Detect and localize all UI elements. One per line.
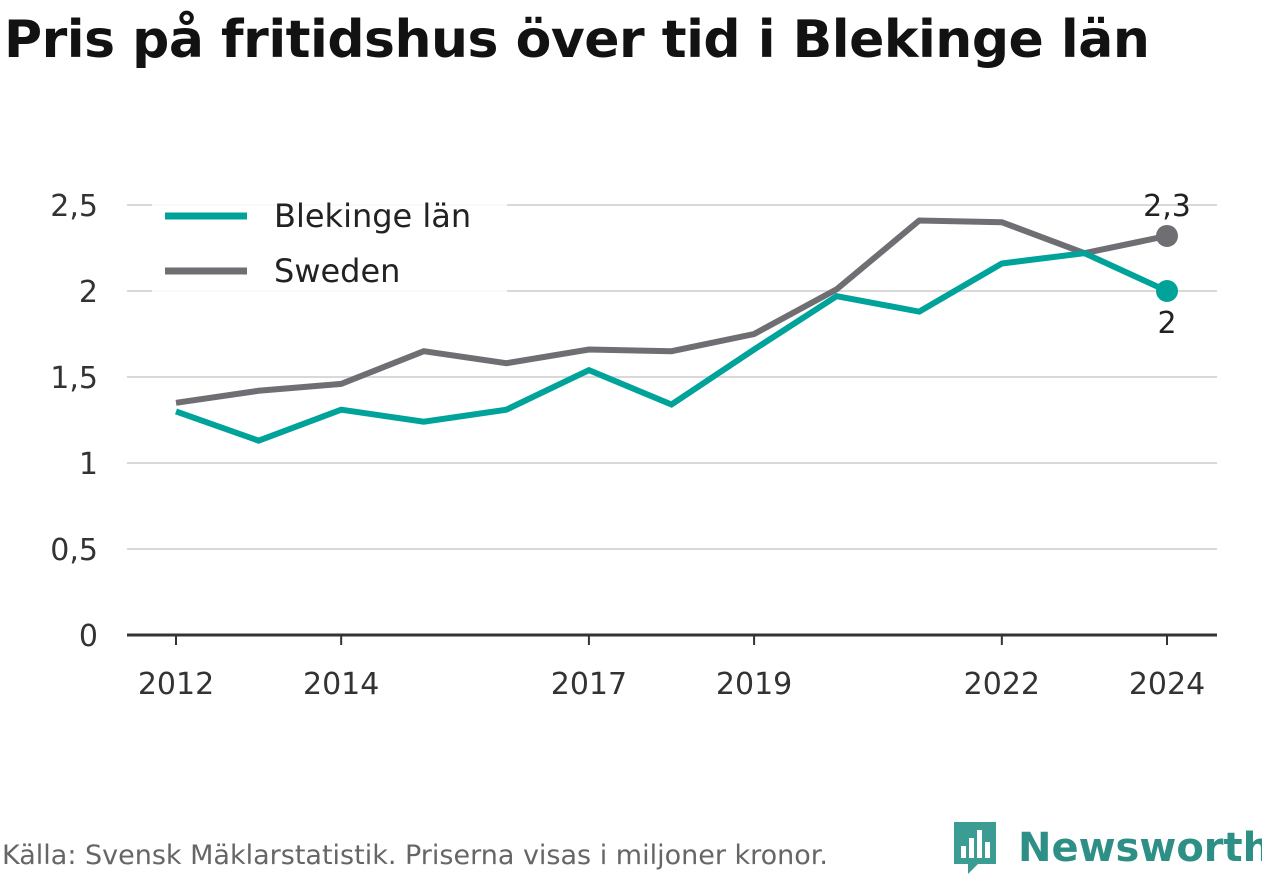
legend: Blekinge län Sweden bbox=[152, 186, 507, 299]
series-end-point-1 bbox=[1156, 224, 1178, 247]
x-tick-label: 2017 bbox=[551, 667, 627, 702]
chart-title: Pris på fritidshus över tid i Blekinge l… bbox=[4, 10, 1150, 70]
y-axis: 0 0,5 1 1,5 2 2,5 bbox=[50, 189, 98, 654]
series-end-point-0 bbox=[1156, 280, 1178, 302]
end-value-label-0: 2 bbox=[1157, 306, 1176, 341]
y-tick-label: 2,5 bbox=[50, 189, 98, 224]
brand-logo: Newsworthy bbox=[950, 818, 1262, 878]
series-line-1 bbox=[175, 217, 1168, 406]
x-axis: 2012 2014 2017 2019 2022 2024 bbox=[127, 633, 1217, 702]
x-tick-label: 2012 bbox=[138, 667, 214, 702]
end-labels: 22,3 bbox=[1143, 189, 1191, 341]
source-note: Källa: Svensk Mäklarstatistik. Priserna … bbox=[2, 840, 829, 871]
x-tick-label: 2019 bbox=[716, 667, 792, 702]
y-tick-label: 2 bbox=[79, 275, 98, 310]
brand-name: Newsworthy bbox=[1018, 825, 1262, 871]
y-tick-label: 0 bbox=[79, 619, 98, 654]
legend-label-0: Blekinge län bbox=[274, 197, 471, 235]
series-line-0 bbox=[174, 250, 1169, 444]
newsworthy-logo-icon bbox=[954, 822, 996, 874]
y-tick-label: 1 bbox=[79, 447, 98, 482]
x-tick-label: 2024 bbox=[1129, 667, 1205, 702]
series-lines bbox=[174, 217, 1178, 444]
legend-label-1: Sweden bbox=[274, 252, 400, 290]
y-tick-label: 1,5 bbox=[50, 361, 98, 396]
end-value-label-1: 2,3 bbox=[1143, 189, 1191, 224]
x-tick-label: 2014 bbox=[303, 667, 379, 702]
y-tick-label: 0,5 bbox=[50, 533, 98, 568]
x-tick-label: 2022 bbox=[964, 667, 1040, 702]
